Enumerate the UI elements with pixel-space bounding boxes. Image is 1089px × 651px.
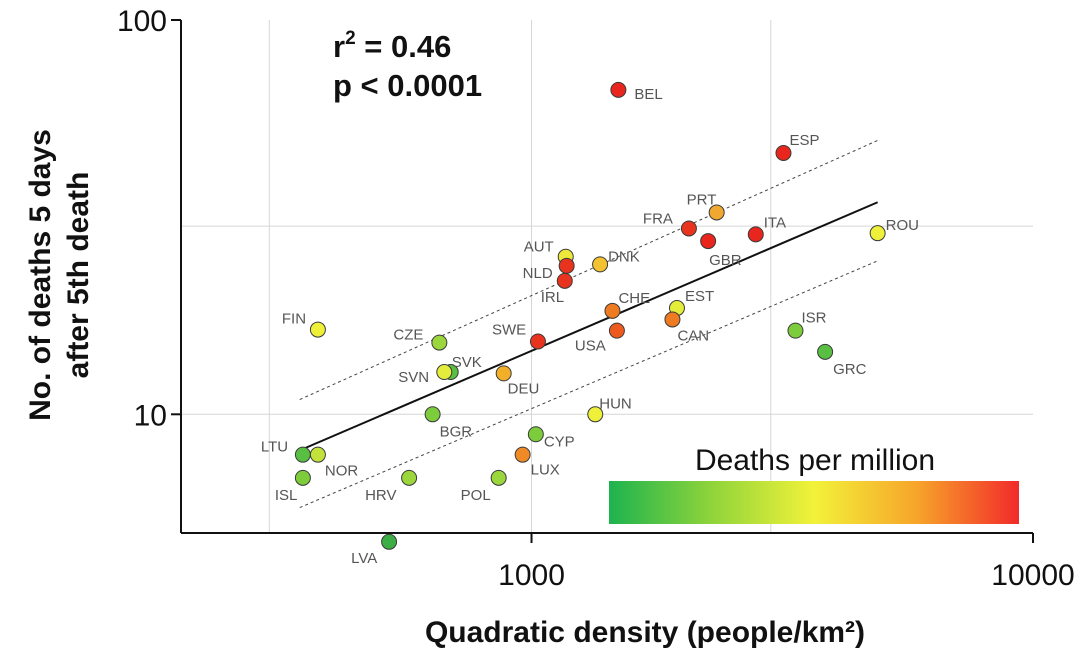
point-label-gbr: GBR [709, 252, 742, 269]
point-swe [529, 333, 546, 350]
data-points: BEL ESP PRT FRA ITA GBR ROU AUT NLD DNK IRL CHE EST C… [261, 81, 919, 567]
y-axis-title-line1: No. of deaths 5 days [24, 129, 57, 421]
point-rou [869, 225, 886, 242]
r-squared-superscript: 2 [345, 28, 356, 49]
point-label-aut: AUT [524, 239, 554, 256]
p-value-annotation: p < 0.0001 [333, 68, 482, 103]
point-grc [817, 343, 834, 360]
point-label-deu: DEU [508, 380, 540, 397]
point-isl [294, 469, 311, 486]
r-squared-annotation: r2 = 0.46 [333, 28, 451, 64]
tick-labels: 1000 10000 10 100 [117, 5, 1075, 592]
point-hun [587, 406, 604, 423]
x-tick-label: 10000 [991, 559, 1074, 592]
ci-upper-line [299, 139, 878, 401]
point-label-ltu: LTU [261, 439, 288, 456]
point-label-svk: SVK [452, 354, 482, 371]
point-label-cze: CZE [393, 327, 423, 344]
point-label-fin: FIN [282, 311, 306, 328]
point-label-hun: HUN [599, 395, 632, 412]
point-label-lva: LVA [351, 550, 377, 567]
point-fra [680, 220, 697, 237]
point-prt [708, 204, 725, 221]
colorbar [609, 481, 1019, 524]
point-label-est: EST [685, 288, 714, 305]
point-ltu [294, 446, 311, 463]
point-label-cyp: CYP [544, 433, 575, 450]
point-label-bel: BEL [634, 86, 662, 103]
x-tick-label: 1000 [498, 559, 565, 592]
point-cze [431, 334, 448, 351]
colorbar-title: Deaths per million [695, 444, 935, 477]
regression-lines [299, 139, 879, 509]
x-axis-title: Quadratic density (people/km²) [425, 616, 865, 649]
point-label-dnk: DNK [608, 248, 640, 265]
regression-line [299, 201, 879, 452]
point-irl [556, 272, 573, 289]
point-dnk [592, 256, 609, 273]
y-axis-title: No. of deaths 5 days after 5th death [24, 129, 95, 421]
y-tick-label: 10 [134, 399, 167, 432]
y-axis-title-line2: after 5th death [62, 172, 95, 379]
point-label-isr: ISR [801, 310, 826, 327]
point-cyp [527, 426, 544, 443]
point-label-nor: NOR [325, 463, 359, 480]
point-can [664, 311, 681, 328]
point-label-usa: USA [575, 338, 606, 355]
r-squared-prefix: r [333, 29, 345, 64]
point-gbr [700, 233, 717, 250]
point-isr [787, 322, 804, 339]
point-deu [495, 365, 512, 382]
point-label-esp: ESP [789, 132, 819, 149]
point-label-hrv: HRV [365, 487, 396, 504]
r-squared-value: = 0.46 [356, 29, 452, 64]
point-label-grc: GRC [833, 361, 867, 378]
point-label-rou: ROU [886, 217, 919, 234]
point-lux [514, 446, 531, 463]
point-ita [747, 226, 764, 243]
grid [181, 20, 1033, 533]
point-label-bgr: BGR [440, 423, 473, 440]
point-label-irl: IRL [541, 289, 564, 306]
point-label-che: CHE [618, 290, 650, 307]
point-label-isl: ISL [275, 487, 298, 504]
point-label-nld: NLD [523, 265, 553, 282]
point-label-fra: FRA [643, 210, 673, 227]
point-lva [381, 533, 398, 550]
point-pol [490, 469, 507, 486]
point-esp [775, 144, 792, 161]
point-usa [608, 322, 625, 339]
point-label-can: CAN [677, 327, 709, 344]
point-nor [309, 446, 326, 463]
point-hrv [401, 469, 418, 486]
axes [180, 20, 1033, 534]
point-bel [610, 81, 627, 98]
point-label-swe: SWE [492, 321, 526, 338]
point-svn [436, 364, 453, 381]
point-label-lux: LUX [531, 462, 560, 479]
point-nld [558, 257, 575, 274]
ci-lower-line [299, 260, 878, 509]
point-label-pol: POL [461, 487, 491, 504]
point-label-prt: PRT [687, 191, 717, 208]
y-tick-label: 100 [117, 5, 167, 38]
point-label-ita: ITA [764, 214, 786, 231]
point-bgr [424, 406, 441, 423]
point-label-svn: SVN [398, 369, 429, 386]
point-fin [309, 321, 326, 338]
point-che [604, 302, 621, 319]
